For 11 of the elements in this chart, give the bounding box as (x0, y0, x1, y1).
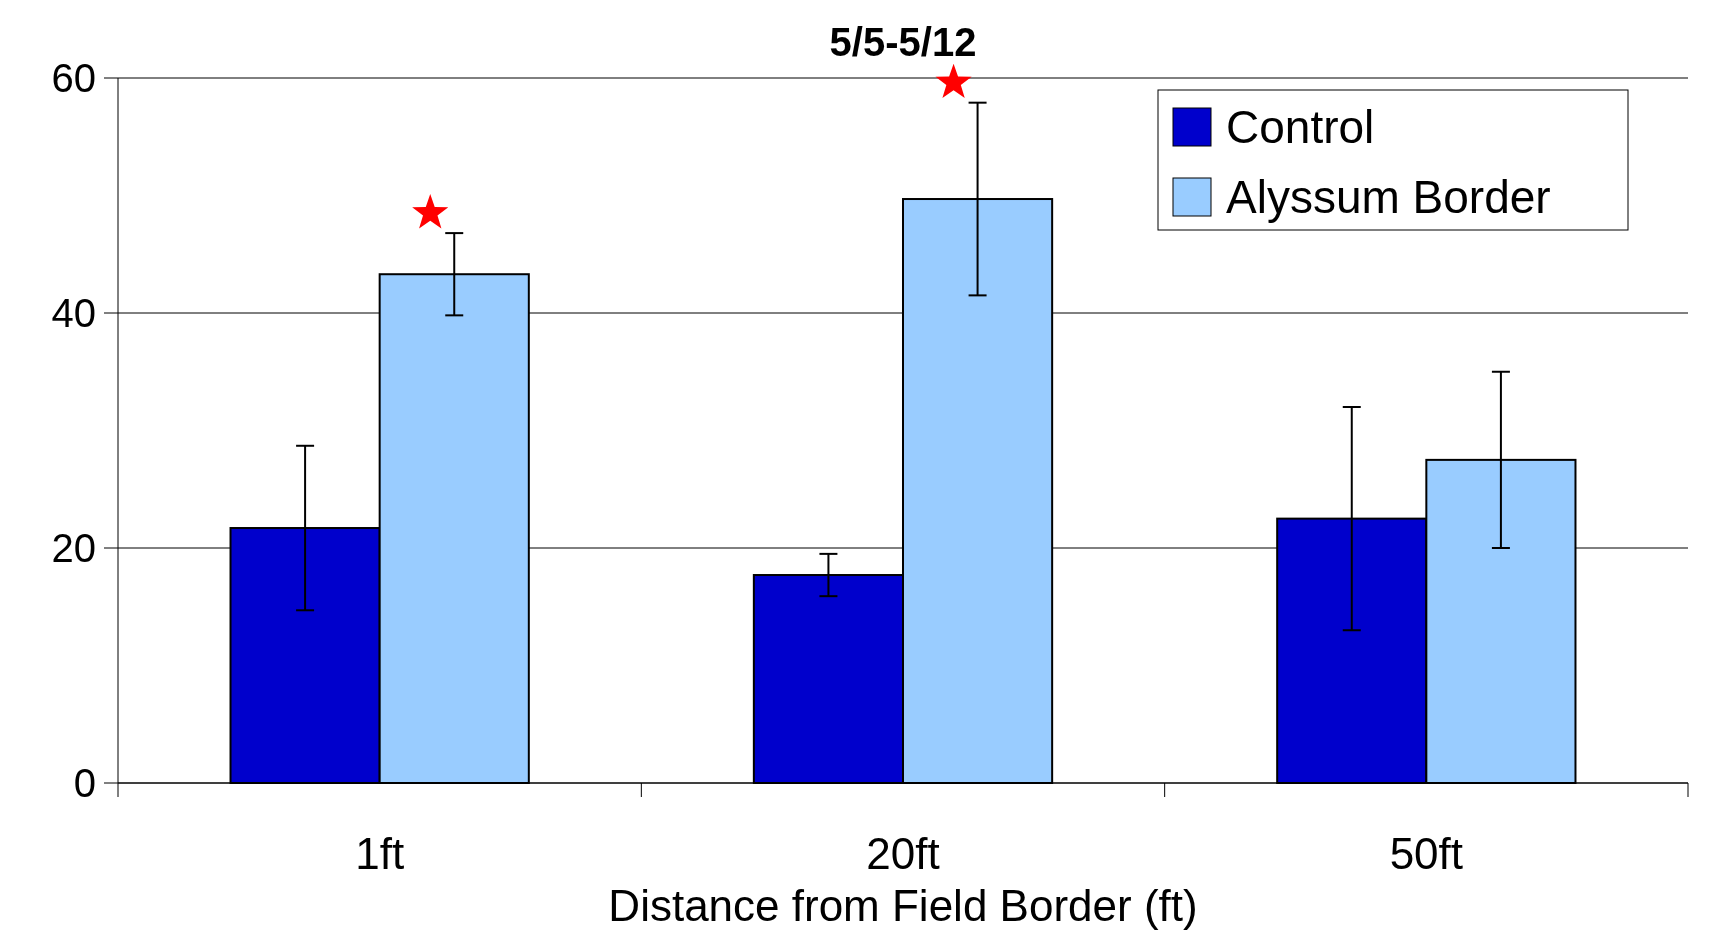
x-tick-label: 1ft (355, 829, 405, 878)
chart-title: 5/5-5/12 (829, 20, 977, 64)
x-tick-label: 20ft (866, 829, 940, 878)
y-tick-label: 0 (73, 761, 96, 805)
x-tick-label: 50ft (1389, 829, 1464, 878)
legend-label: Control (1226, 101, 1375, 154)
y-tick-label: 40 (51, 291, 96, 335)
x-axis-title: Distance from Field Border (ft) (608, 881, 1198, 930)
y-tick-label: 60 (51, 56, 96, 100)
legend-label: Alyssum Border (1226, 171, 1551, 224)
y-tick-label: 20 (51, 526, 96, 570)
